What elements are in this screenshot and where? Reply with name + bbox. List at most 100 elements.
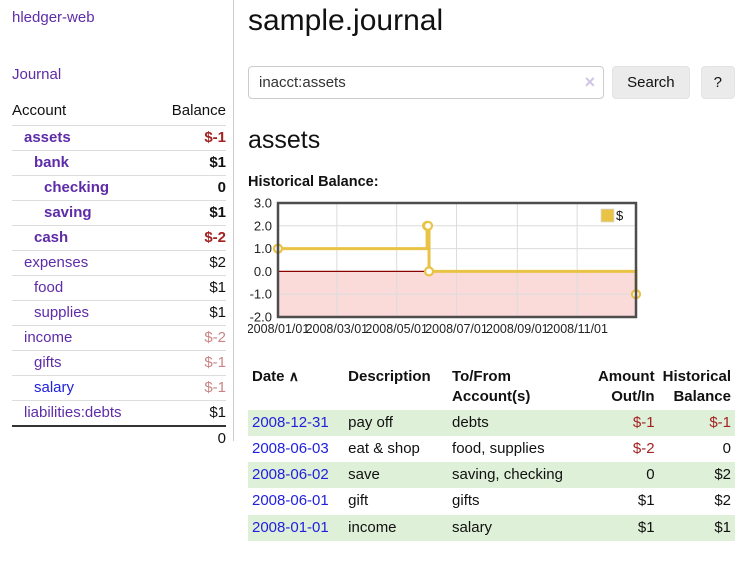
account-link-supplies[interactable]: supplies	[34, 304, 90, 321]
account-row: saving $1	[12, 200, 226, 226]
account-row: gifts $-1	[12, 350, 226, 376]
transaction-date-link[interactable]: 2008-12-31	[252, 413, 329, 431]
account-link-expenses[interactable]: expenses	[24, 254, 89, 271]
transaction-amount: $1	[637, 492, 655, 510]
transaction-date-link[interactable]: 2008-06-03	[252, 439, 329, 457]
svg-text:2008/03/01: 2008/03/01	[306, 322, 369, 336]
svg-text:2008/07/01: 2008/07/01	[425, 322, 488, 336]
svg-text:0.0: 0.0	[254, 264, 272, 279]
help-button[interactable]: ?	[700, 66, 735, 99]
account-balance: $-1	[155, 375, 226, 401]
account-balance: $-2	[155, 325, 226, 351]
register-row: 2008-01-01 income salary $1 $1	[248, 514, 735, 541]
svg-text:-2.0: -2.0	[250, 310, 272, 325]
account-balance: 0	[155, 175, 226, 201]
search-button[interactable]: Search	[612, 66, 690, 99]
account-link-liabilities:debts[interactable]: liabilities:debts	[24, 404, 122, 421]
transaction-description: eat & shop	[348, 439, 420, 457]
svg-text:2.0: 2.0	[254, 218, 272, 233]
svg-text:2008/09/01: 2008/09/01	[486, 322, 549, 336]
account-balance: $1	[155, 150, 226, 176]
register-row: 2008-06-03 eat & shop food, supplies $-2 0	[248, 436, 735, 462]
transaction-accounts: food, supplies	[452, 439, 545, 457]
account-balance: $1	[155, 275, 226, 301]
account-heading: assets	[248, 126, 321, 154]
account-link-cash[interactable]: cash	[34, 229, 69, 246]
transaction-balance: 0	[722, 439, 731, 457]
register-header-description: Description	[348, 368, 431, 385]
main-panel: sample.journal × Search ? assets Histori…	[247, 0, 735, 541]
svg-text:2008/11/01: 2008/11/01	[546, 322, 608, 336]
register-header-accounts: To/From Account(s)	[452, 368, 531, 406]
account-link-saving[interactable]: saving	[44, 204, 92, 221]
register-header-date[interactable]: Date ∧	[252, 368, 299, 385]
svg-text:2008/05/01: 2008/05/01	[365, 322, 428, 336]
register-table: Date ∧ Description To/From Account(s) Am…	[248, 365, 735, 541]
account-row: checking 0	[12, 175, 226, 201]
account-link-income[interactable]: income	[24, 329, 73, 346]
sidebar-divider	[233, 0, 234, 441]
historical-balance-chart: $3.0 2.0 1.0 0.0 -1.0 -2.0 2008/01/01 2008/03/0…	[247, 196, 735, 350]
transaction-date-link[interactable]: 2008-06-02	[252, 466, 329, 483]
transaction-accounts: debts	[452, 413, 489, 431]
transaction-amount: $-2	[632, 439, 655, 457]
svg-text:3.0: 3.0	[254, 197, 272, 211]
register-row: 2008-06-02 save saving, checking 0 $2	[248, 462, 735, 489]
accounts-total: 0	[155, 425, 226, 451]
accounts-header-balance: Balance	[171, 102, 226, 119]
account-balance: $-1	[155, 125, 226, 151]
account-link-salary[interactable]: salary	[34, 379, 75, 396]
brand-link[interactable]: hledger-web	[12, 9, 95, 26]
accounts-table: Account Balance assets $-1 bank $1 checking 0…	[12, 98, 226, 451]
search-form: × Search ?	[248, 66, 735, 99]
register-row: 2008-06-01 gift gifts $1 $2	[248, 488, 735, 514]
account-row: income $-2	[12, 325, 226, 351]
account-row: assets $-1	[12, 125, 226, 151]
account-row: bank $1	[12, 150, 226, 176]
transaction-accounts: gifts	[452, 492, 480, 510]
account-link-gifts[interactable]: gifts	[34, 354, 62, 371]
accounts-total-row: 0	[12, 425, 226, 451]
transaction-accounts: salary	[452, 518, 493, 536]
account-balance: $2	[155, 250, 226, 276]
account-row: cash $-2	[12, 225, 226, 251]
transaction-description: pay off	[348, 413, 393, 431]
transaction-balance: $2	[714, 466, 731, 483]
svg-text:2008/01/01: 2008/01/01	[248, 322, 309, 336]
account-row: expenses $2	[12, 250, 226, 276]
account-balance: $-2	[155, 225, 226, 251]
account-row: food $1	[12, 275, 226, 301]
account-link-assets[interactable]: assets	[24, 129, 71, 146]
account-link-food[interactable]: food	[34, 279, 64, 296]
sidebar-item-journal[interactable]: Journal	[12, 66, 62, 83]
account-row: supplies $1	[12, 300, 226, 326]
account-balance: $1	[155, 300, 226, 326]
page-title: sample.journal	[248, 4, 444, 37]
search-input-wrap: ×	[248, 66, 605, 99]
transaction-balance: $1	[714, 518, 731, 536]
transaction-balance: $2	[714, 492, 731, 510]
transaction-description: save	[348, 466, 380, 483]
sort-ascending-icon[interactable]: ∧	[288, 368, 299, 384]
search-input[interactable]	[248, 66, 605, 99]
svg-text:-1.0: -1.0	[250, 287, 272, 302]
sidebar: hledger-web Journal Account Balance asse…	[0, 0, 233, 451]
account-link-bank[interactable]: bank	[34, 154, 70, 171]
account-balance: $1	[155, 200, 226, 226]
clear-search-icon[interactable]: ×	[584, 72, 596, 92]
account-link-checking[interactable]: checking	[44, 179, 110, 196]
transaction-date-link[interactable]: 2008-01-01	[252, 518, 329, 536]
transaction-balance: $-1	[709, 413, 731, 431]
transaction-date-link[interactable]: 2008-06-01	[252, 492, 329, 510]
transaction-description: gift	[348, 492, 369, 510]
svg-text:1.0: 1.0	[254, 241, 272, 256]
account-balance: $1	[155, 400, 226, 426]
register-header-amount: Amount Out/In	[597, 368, 655, 406]
account-balance: $-1	[155, 350, 226, 376]
account-row: salary $-1	[12, 375, 226, 401]
account-row: liabilities:debts $1	[12, 400, 226, 426]
accounts-header-account: Account	[12, 102, 67, 119]
register-header-balance: Historical Balance	[662, 368, 731, 406]
transaction-description: income	[348, 518, 397, 536]
